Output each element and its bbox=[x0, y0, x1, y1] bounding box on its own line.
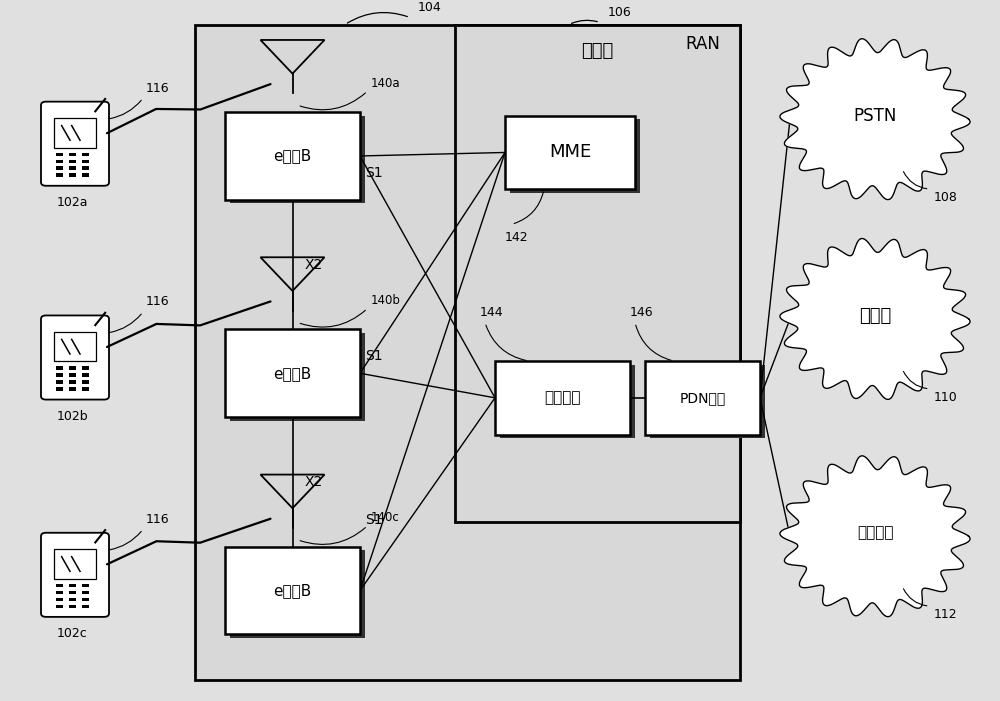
Text: 116: 116 bbox=[146, 512, 170, 526]
Bar bbox=[82, 374, 89, 377]
FancyBboxPatch shape bbox=[230, 333, 365, 421]
Bar bbox=[69, 374, 76, 377]
FancyBboxPatch shape bbox=[500, 365, 635, 438]
Bar bbox=[82, 153, 89, 156]
Text: e节点B: e节点B bbox=[273, 366, 312, 381]
Text: 110: 110 bbox=[934, 391, 957, 404]
Text: 112: 112 bbox=[934, 608, 957, 621]
FancyBboxPatch shape bbox=[510, 119, 640, 193]
Text: PDN网关: PDN网关 bbox=[679, 391, 726, 404]
Bar bbox=[82, 367, 89, 370]
Bar bbox=[82, 597, 89, 601]
Bar bbox=[69, 153, 76, 156]
FancyBboxPatch shape bbox=[195, 25, 740, 680]
Bar bbox=[82, 160, 89, 163]
Text: 144: 144 bbox=[480, 306, 504, 319]
Bar bbox=[56, 166, 63, 170]
Bar bbox=[56, 153, 63, 156]
Bar bbox=[82, 591, 89, 594]
Text: 102b: 102b bbox=[57, 410, 89, 423]
FancyBboxPatch shape bbox=[225, 329, 360, 417]
Text: RAN: RAN bbox=[685, 35, 720, 53]
Bar bbox=[69, 166, 76, 170]
Text: 108: 108 bbox=[934, 191, 957, 204]
FancyBboxPatch shape bbox=[54, 118, 96, 148]
FancyBboxPatch shape bbox=[54, 332, 96, 362]
Bar bbox=[56, 160, 63, 163]
Text: PSTN: PSTN bbox=[853, 107, 897, 125]
FancyBboxPatch shape bbox=[455, 25, 740, 522]
Text: 服务网关: 服务网关 bbox=[544, 390, 581, 405]
FancyBboxPatch shape bbox=[54, 550, 96, 579]
Bar bbox=[56, 367, 63, 370]
Bar bbox=[82, 380, 89, 383]
FancyBboxPatch shape bbox=[495, 361, 630, 435]
FancyBboxPatch shape bbox=[41, 102, 109, 186]
Text: 102a: 102a bbox=[57, 196, 88, 210]
FancyBboxPatch shape bbox=[230, 116, 365, 203]
Bar bbox=[56, 380, 63, 383]
Bar bbox=[56, 387, 63, 390]
Text: 146: 146 bbox=[630, 306, 654, 319]
Text: 116: 116 bbox=[146, 295, 170, 308]
Text: 104: 104 bbox=[418, 1, 442, 14]
Text: 140a: 140a bbox=[370, 76, 400, 90]
Bar bbox=[56, 584, 63, 587]
Text: S1: S1 bbox=[365, 514, 383, 527]
Bar bbox=[69, 584, 76, 587]
Bar bbox=[56, 591, 63, 594]
FancyBboxPatch shape bbox=[225, 112, 360, 200]
Bar bbox=[69, 591, 76, 594]
Bar bbox=[69, 173, 76, 177]
Text: e节点B: e节点B bbox=[273, 149, 312, 163]
Text: 116: 116 bbox=[146, 81, 170, 95]
Text: S1: S1 bbox=[365, 349, 383, 362]
Polygon shape bbox=[780, 456, 970, 617]
FancyBboxPatch shape bbox=[650, 365, 765, 438]
Bar bbox=[82, 387, 89, 390]
Bar bbox=[56, 374, 63, 377]
FancyBboxPatch shape bbox=[505, 116, 635, 189]
Bar bbox=[56, 604, 63, 608]
FancyBboxPatch shape bbox=[225, 547, 360, 634]
FancyBboxPatch shape bbox=[41, 533, 109, 617]
Bar bbox=[69, 367, 76, 370]
Text: 140c: 140c bbox=[370, 511, 399, 524]
Bar bbox=[82, 166, 89, 170]
Bar bbox=[56, 173, 63, 177]
Bar bbox=[69, 597, 76, 601]
FancyBboxPatch shape bbox=[230, 550, 365, 638]
Text: S1: S1 bbox=[365, 167, 383, 180]
Bar bbox=[82, 584, 89, 587]
FancyBboxPatch shape bbox=[41, 315, 109, 400]
Text: MME: MME bbox=[549, 144, 591, 161]
Bar bbox=[56, 597, 63, 601]
Bar bbox=[69, 604, 76, 608]
Bar bbox=[82, 173, 89, 177]
Bar bbox=[69, 160, 76, 163]
Polygon shape bbox=[780, 39, 970, 200]
Polygon shape bbox=[780, 238, 970, 400]
Text: 142: 142 bbox=[505, 231, 529, 245]
Bar bbox=[82, 604, 89, 608]
Text: X2: X2 bbox=[304, 475, 323, 489]
Text: e节点B: e节点B bbox=[273, 583, 312, 598]
Bar bbox=[69, 387, 76, 390]
Text: X2: X2 bbox=[304, 258, 323, 271]
Bar bbox=[69, 380, 76, 383]
Text: 140b: 140b bbox=[370, 294, 400, 307]
Text: 核心网: 核心网 bbox=[581, 42, 614, 60]
Text: 106: 106 bbox=[608, 6, 632, 19]
Text: 其他网络: 其他网络 bbox=[857, 526, 893, 540]
Text: 因特网: 因特网 bbox=[859, 306, 891, 325]
FancyBboxPatch shape bbox=[645, 361, 760, 435]
Text: 102c: 102c bbox=[57, 627, 88, 641]
